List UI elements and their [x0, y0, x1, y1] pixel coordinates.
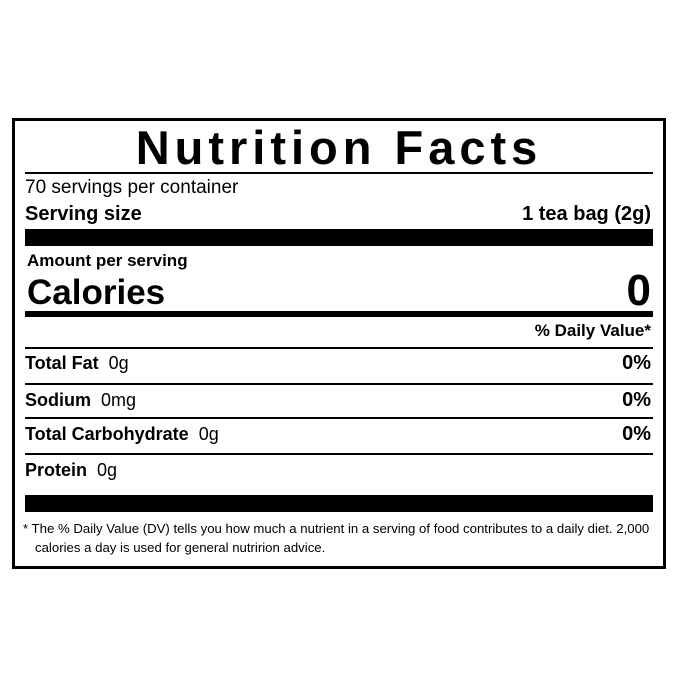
- nutrient-name: Sodium: [25, 390, 91, 410]
- nutrient-amount: 0mg: [101, 390, 137, 410]
- calories-value: 0: [626, 266, 651, 315]
- title: Nutrition Facts: [135, 121, 543, 174]
- nutrient-amount: 0g: [198, 424, 219, 444]
- calories-label: Calories: [27, 273, 166, 312]
- medium-rule: [25, 311, 653, 317]
- nutrient-name: Total Carbohydrate: [25, 424, 189, 444]
- nutrient-amount: 0g: [97, 460, 118, 480]
- thick-rule: [25, 495, 653, 512]
- nutrient-dv: 0%: [622, 352, 651, 374]
- rule: [25, 417, 653, 419]
- servings: 70 servings per container: [25, 177, 239, 198]
- nutrient-name: Total Fat: [25, 353, 99, 373]
- nutrient-name: Protein: [25, 460, 88, 480]
- nutrient-row: Total Fat 0g 0%: [25, 348, 651, 378]
- nutrient-dv: 0%: [622, 423, 651, 445]
- nutrient-row: Total Carbohydrate 0g 0%: [25, 419, 651, 449]
- rule: [25, 347, 653, 349]
- thick-rule: [25, 229, 653, 246]
- nutrient-dv: 0%: [622, 389, 651, 411]
- daily-value-header: % Daily Value*: [534, 321, 651, 340]
- rule: [25, 453, 653, 455]
- rule: [25, 383, 653, 385]
- amount-per-serving: Amount per serving: [27, 251, 188, 270]
- serving-size-value: 1 tea bag (2g): [522, 203, 651, 225]
- nutrient-amount: 0g: [108, 353, 129, 373]
- rule: [25, 172, 653, 174]
- footnote: * The % Daily Value (DV) tells you how m…: [23, 521, 650, 555]
- nutrition-label: Nutrition Facts 70 servings per containe…: [12, 118, 666, 569]
- nutrient-row: Sodium 0mg 0%: [25, 385, 651, 415]
- nutrient-row: Protein 0g: [25, 455, 651, 485]
- serving-size-label: Serving size: [25, 203, 142, 225]
